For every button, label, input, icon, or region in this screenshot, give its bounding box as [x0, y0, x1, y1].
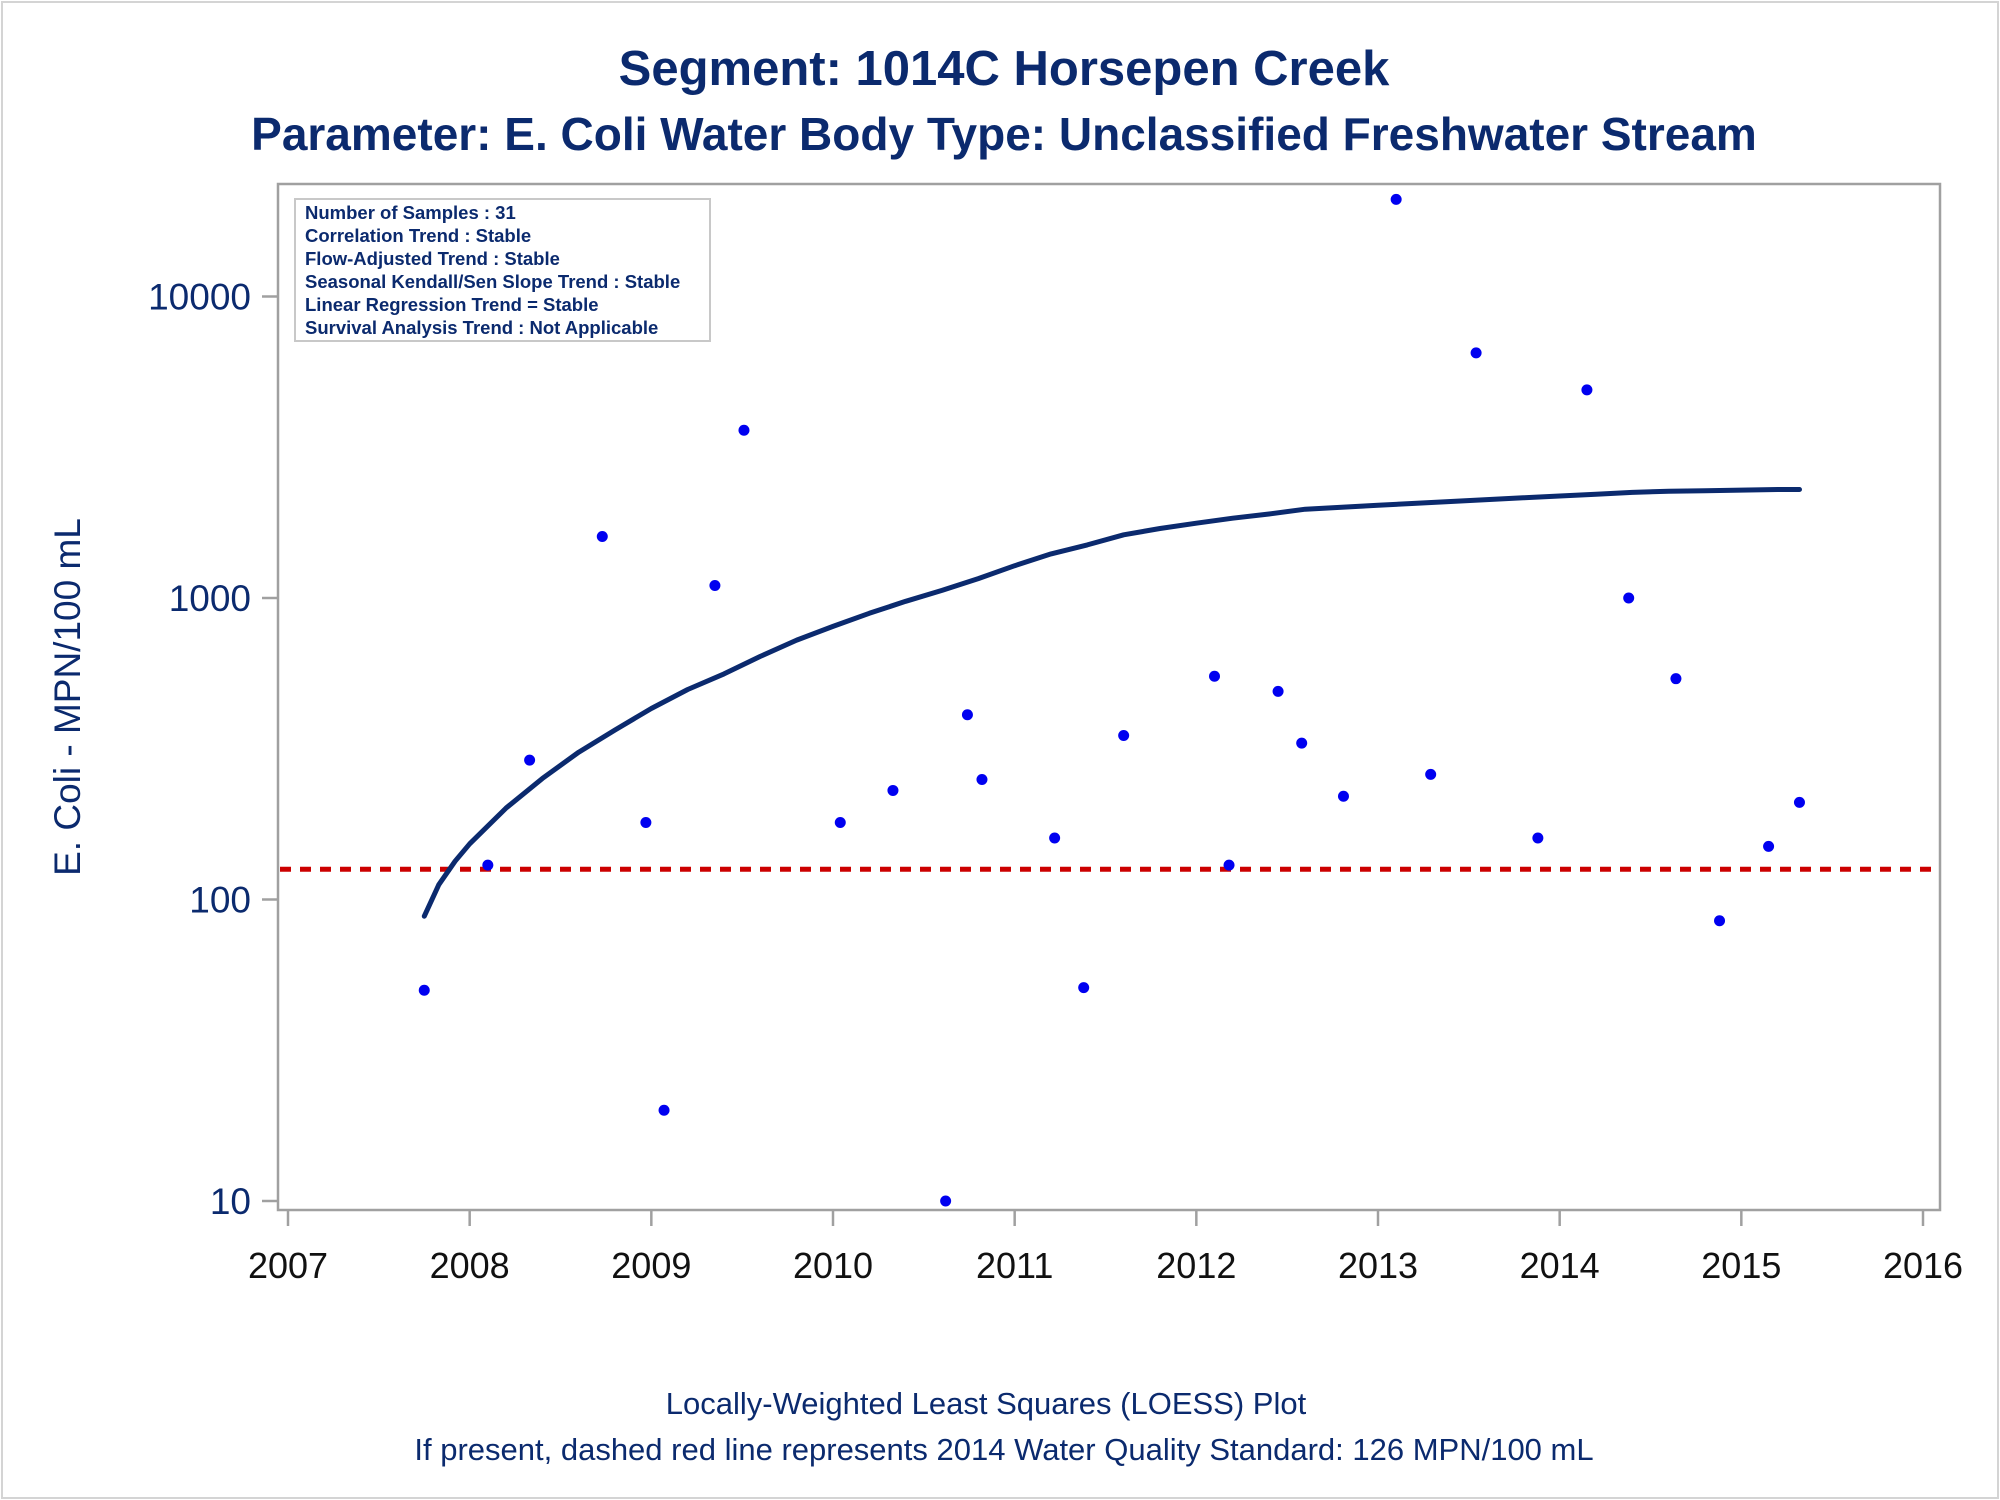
- sample-point-9: [834, 817, 846, 829]
- x-tick-label-2014: 2014: [1520, 1245, 1600, 1286]
- sample-point-20: [1296, 737, 1308, 749]
- sample-point-30: [1763, 840, 1775, 852]
- sample-point-11: [940, 1195, 952, 1207]
- sample-point-27: [1623, 592, 1635, 604]
- sample-point-25: [1532, 832, 1544, 844]
- stat-linear-regression-trend: Linear Regression Trend = Stable: [305, 294, 599, 315]
- sample-point-10: [887, 784, 899, 796]
- footnote-standard: If present, dashed red line represents 2…: [414, 1432, 1593, 1467]
- sample-point-31: [1793, 796, 1805, 808]
- y-axis-title: E. Coli - MPN/100 mL: [47, 518, 88, 876]
- stats-box-border: [294, 198, 711, 342]
- chart-subtitle: Parameter: E. Coli Water Body Type: Uncl…: [251, 108, 1757, 160]
- sample-point-24: [1470, 347, 1482, 359]
- x-tick-label-2007: 2007: [248, 1245, 328, 1286]
- sample-point-18: [1223, 859, 1235, 871]
- sample-point-1: [418, 984, 430, 996]
- sample-point-3: [524, 754, 536, 766]
- sample-point-6: [658, 1104, 670, 1116]
- x-tick-label-2016: 2016: [1883, 1245, 1963, 1286]
- stat-number-of-samples: Number of Samples : 31: [305, 202, 516, 223]
- y-axis: 10 100 1000 10000: [148, 277, 278, 1222]
- y-tick-label-1000: 1000: [169, 578, 251, 619]
- sample-point-16: [1118, 729, 1130, 741]
- stat-correlation-trend: Correlation Trend : Stable: [305, 225, 531, 246]
- y-tick-label-10000: 10000: [148, 277, 251, 318]
- stat-seasonal-kendall-trend: Seasonal Kendall/Sen Slope Trend : Stabl…: [305, 271, 680, 292]
- sample-point-17: [1209, 670, 1220, 682]
- stat-survival-analysis-trend: Survival Analysis Trend : Not Applicable: [305, 317, 658, 338]
- loess-curve: [421, 487, 1802, 919]
- stat-flow-adjusted-trend: Flow-Adjusted Trend : Stable: [305, 248, 560, 269]
- x-tick-label-2009: 2009: [611, 1245, 691, 1286]
- sample-point-12: [961, 709, 973, 721]
- plot-area: [276, 182, 1942, 1212]
- sample-point-2: [482, 859, 494, 871]
- sample-point-26: [1581, 384, 1593, 396]
- x-tick-label-2011: 2011: [976, 1245, 1053, 1286]
- sample-point-29: [1714, 915, 1726, 927]
- x-tick-label-2012: 2012: [1156, 1245, 1236, 1286]
- sample-point-7: [709, 580, 721, 592]
- stats-box: Number of Samples : 31 Correlation Trend…: [294, 198, 711, 342]
- y-tick-label-10: 10: [210, 1181, 251, 1222]
- sample-point-21: [1337, 790, 1349, 802]
- sample-point-8: [738, 424, 750, 436]
- sample-point-13: [976, 774, 988, 786]
- sample-point-28: [1670, 673, 1682, 685]
- x-tick-label-2008: 2008: [430, 1245, 510, 1286]
- sample-point-19: [1272, 685, 1284, 697]
- plot-series: [280, 193, 1938, 1207]
- x-tick-label-2010: 2010: [793, 1245, 873, 1286]
- sample-point-5: [640, 817, 652, 829]
- x-axis: 2007 2008 2009 2010 2011 2012 2013 2014 2015 2016: [248, 1210, 1963, 1286]
- sample-point-23: [1425, 768, 1437, 780]
- sample-point-14: [1049, 832, 1061, 844]
- x-tick-label-2015: 2015: [1701, 1245, 1781, 1286]
- sample-point-15: [1078, 982, 1090, 994]
- chart-title: Segment: 1014C Horsepen Creek: [619, 42, 1390, 96]
- sample-point-22: [1390, 193, 1402, 205]
- sample-point-4: [596, 530, 608, 542]
- chart-svg: Segment: 1014C Horsepen Creek Parameter:…: [47, 42, 1963, 1467]
- footnote-method: Locally-Weighted Least Squares (LOESS) P…: [666, 1386, 1307, 1421]
- y-tick-label-100: 100: [189, 880, 251, 921]
- x-tick-label-2013: 2013: [1338, 1245, 1418, 1286]
